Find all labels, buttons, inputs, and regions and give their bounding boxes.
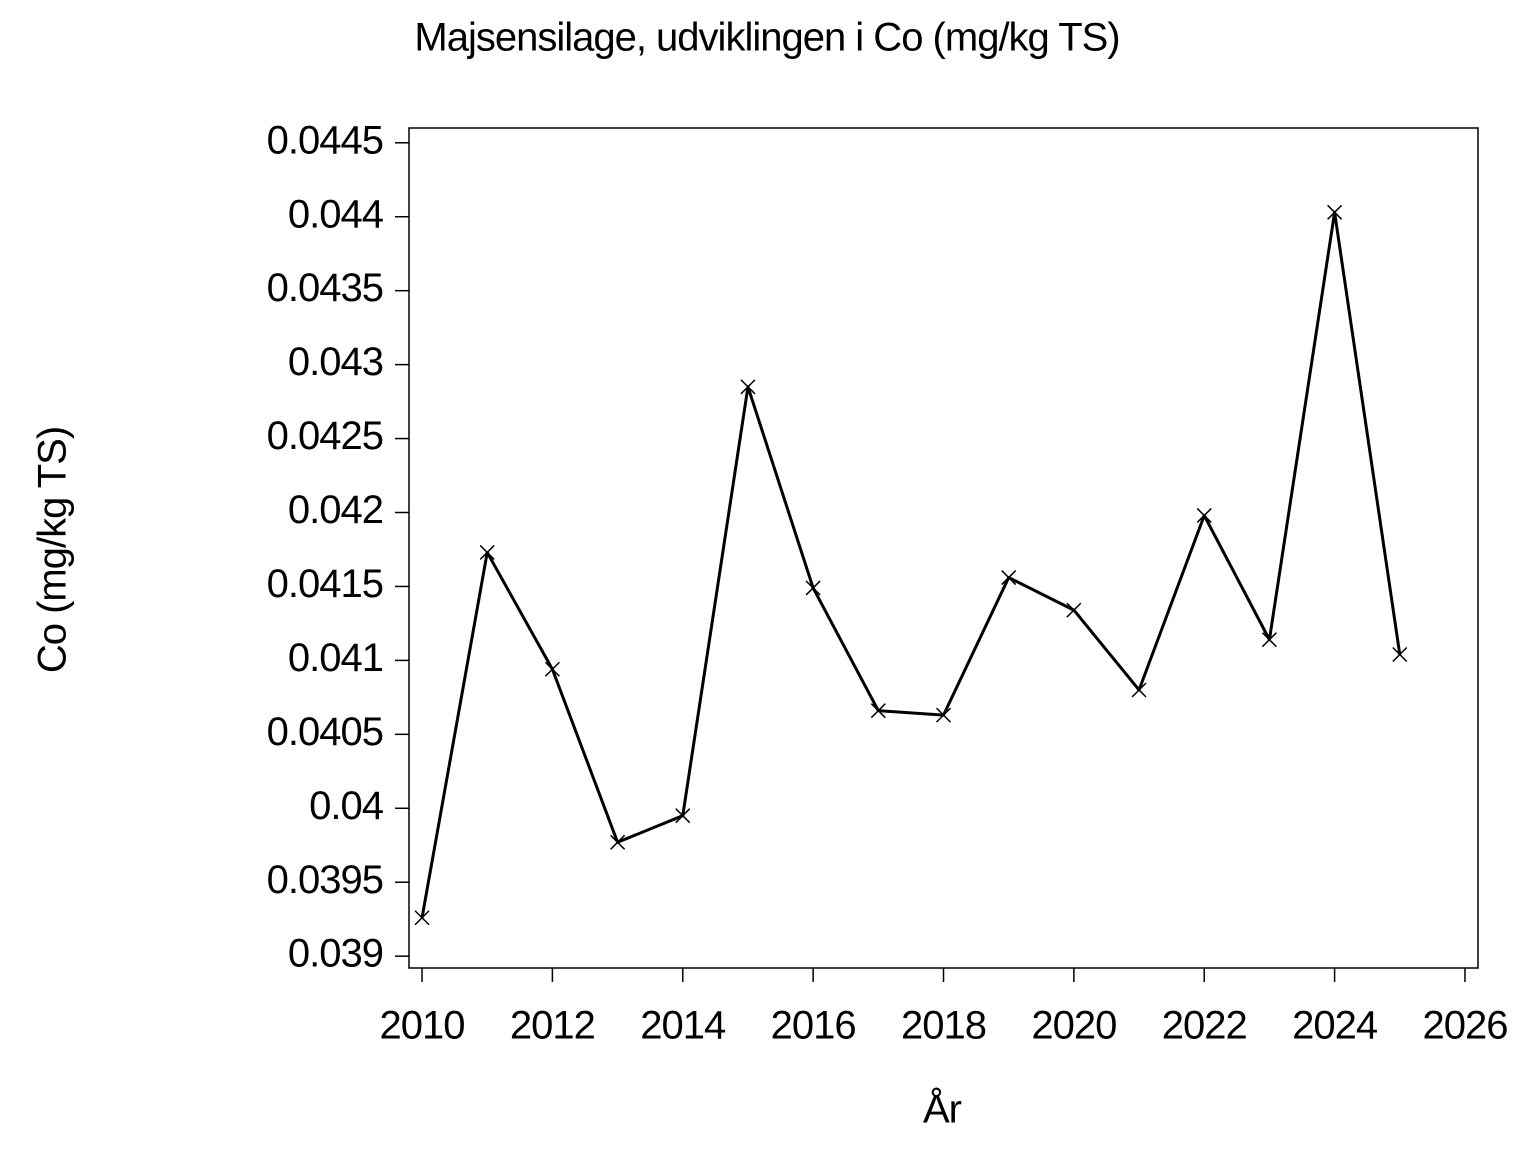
x-axis-label: År — [923, 1087, 962, 1132]
data-point — [1131, 682, 1147, 698]
y-tick-label: 0.04 — [309, 784, 384, 828]
data-point — [740, 379, 756, 395]
y-tick-label: 0.044 — [288, 192, 384, 236]
data-point — [1327, 204, 1343, 220]
data-point — [675, 808, 691, 824]
x-tick-label: 2010 — [380, 1004, 465, 1048]
data-point — [1066, 602, 1082, 618]
data-point — [544, 661, 560, 677]
y-tick-label: 0.043 — [288, 340, 383, 384]
x-tick-label: 2020 — [1031, 1004, 1116, 1048]
y-tick-label: 0.0445 — [267, 118, 383, 162]
y-tick-label: 0.041 — [288, 636, 383, 680]
data-point — [1392, 646, 1408, 663]
data-point — [805, 580, 821, 596]
x-tick-label: 2026 — [1422, 1004, 1507, 1048]
y-tick-label: 0.039 — [288, 932, 383, 976]
data-point — [414, 910, 430, 926]
y-tick-label: 0.0435 — [267, 266, 383, 310]
x-tick-label: 2012 — [510, 1004, 595, 1048]
data-point — [1196, 507, 1212, 523]
x-tick-label: 2016 — [771, 1004, 856, 1048]
y-axis-label: Co (mg/kg TS) — [31, 427, 75, 673]
y-tick-label: 0.0395 — [267, 858, 383, 902]
data-point — [479, 544, 495, 560]
chart-title: Majsensilage, udviklingen i Co (mg/kg TS… — [414, 16, 1119, 60]
data-point — [610, 834, 626, 850]
x-tick-label: 2022 — [1162, 1004, 1247, 1048]
data-point — [870, 703, 886, 719]
y-tick-label: 0.0415 — [267, 562, 383, 606]
data-line — [420, 210, 1402, 918]
data-point — [1001, 570, 1017, 586]
data-point — [1261, 632, 1277, 648]
x-tick-label: 2014 — [640, 1004, 726, 1048]
x-tick-label: 2024 — [1292, 1004, 1378, 1048]
data-point — [935, 707, 952, 723]
y-tick-label: 0.042 — [288, 488, 383, 532]
y-tick-label: 0.0405 — [267, 710, 383, 754]
y-tick-label: 0.0425 — [267, 414, 383, 458]
x-tick-label: 2018 — [901, 1004, 986, 1048]
